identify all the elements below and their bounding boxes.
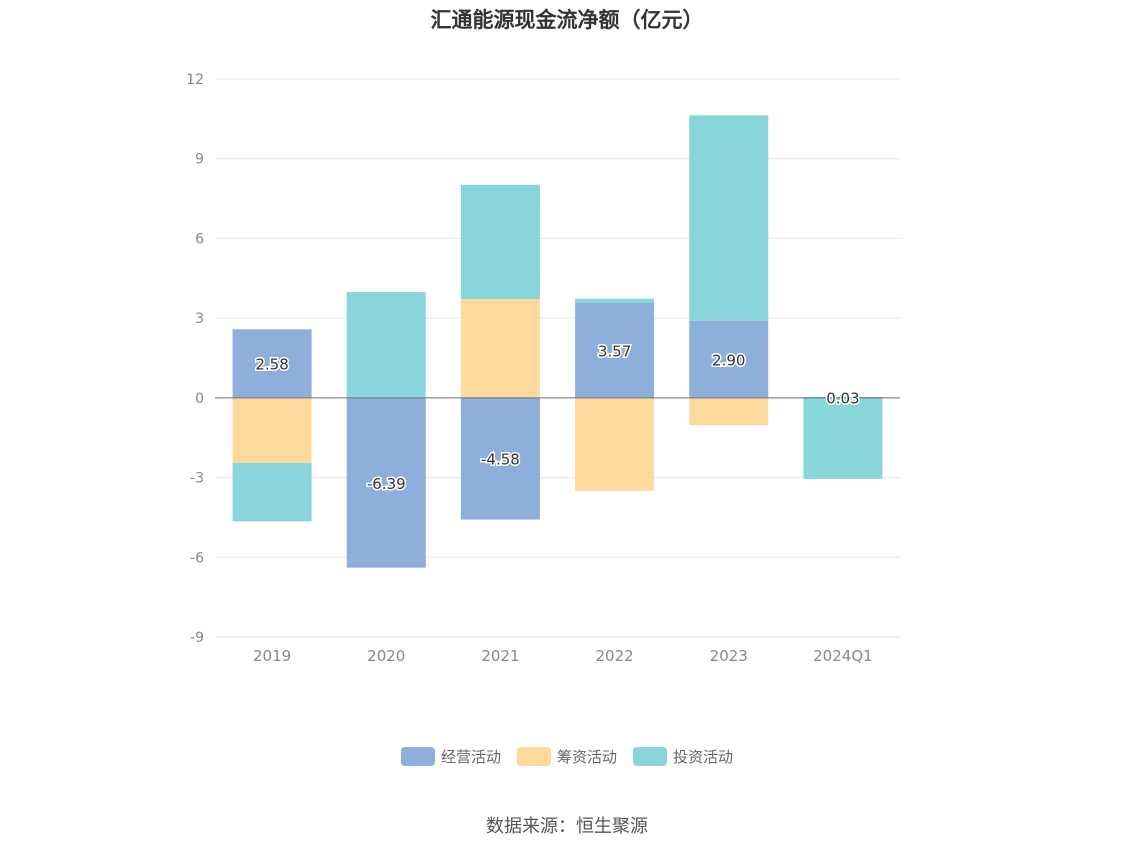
y-axis-labels: 12 9 6 3 0 -3 -6 -9 <box>186 72 204 646</box>
x-tick-label: 2022 <box>595 647 633 665</box>
bar-segment[interactable] <box>575 298 655 303</box>
legend-label-financing: 筹资活动 <box>556 748 617 766</box>
data-label: 3.57 <box>598 342 631 360</box>
bar-segment[interactable] <box>460 299 540 398</box>
bar-segment[interactable] <box>232 329 312 398</box>
x-axis-labels: 2019 2020 2021 2022 2023 2024Q1 <box>253 647 873 665</box>
x-tick-label: 2021 <box>481 647 519 665</box>
bar-segment[interactable] <box>803 397 883 479</box>
data-label: 2.90 <box>712 351 745 369</box>
y-tick-label: 12 <box>186 72 204 88</box>
grid-lines <box>215 78 900 638</box>
legend-label-investing: 投资活动 <box>673 748 734 766</box>
bars <box>232 115 883 568</box>
y-tick-label: 6 <box>195 231 204 247</box>
legend-item-investing[interactable]: 投资活动 <box>633 746 733 767</box>
bar-segment[interactable] <box>232 397 312 463</box>
legend-swatch-operating <box>400 747 435 766</box>
chart-title: 汇通能源现金流净额（亿元） <box>430 8 704 32</box>
x-tick-label: 2020 <box>367 647 405 665</box>
data-source: 数据来源：恒生聚源 <box>486 816 648 837</box>
bar-segment[interactable] <box>346 292 426 398</box>
y-tick-label: 0 <box>195 391 204 407</box>
bar-segment[interactable] <box>689 320 769 398</box>
data-label: 0.03 <box>826 389 859 407</box>
legend-swatch-financing <box>516 747 551 766</box>
y-tick-label: 9 <box>195 152 204 168</box>
legend-item-financing[interactable]: 筹资活动 <box>516 746 617 767</box>
bar-segment[interactable] <box>460 397 540 520</box>
y-tick-label: -3 <box>190 471 204 487</box>
y-tick-label: 3 <box>195 311 204 327</box>
x-tick-label: 2024Q1 <box>813 647 873 665</box>
y-tick-label: -9 <box>190 630 204 646</box>
bar-segment[interactable] <box>689 115 769 321</box>
y-tick-label: -6 <box>190 550 204 566</box>
bar-segment[interactable] <box>575 302 655 398</box>
legend-swatch-investing <box>633 747 667 766</box>
data-label: 2.58 <box>255 356 288 374</box>
bar-segment[interactable] <box>689 397 769 426</box>
bar-segment[interactable] <box>232 462 312 522</box>
data-label: -6.39 <box>367 475 406 493</box>
data-labels: 2.58 -6.39 -4.58 3.57 2.90 0.03 <box>254 341 861 494</box>
data-label: -4.58 <box>481 451 520 469</box>
bar-segment[interactable] <box>346 397 426 568</box>
x-tick-label: 2019 <box>253 647 291 665</box>
bar-segment[interactable] <box>575 397 655 491</box>
legend-item-operating[interactable]: 经营活动 <box>400 746 501 767</box>
x-tick-label: 2023 <box>710 647 748 665</box>
legend-label-operating: 经营活动 <box>440 748 501 766</box>
bar-segment[interactable] <box>460 184 540 300</box>
legend: 经营活动 筹资活动 投资活动 <box>0 746 1134 767</box>
